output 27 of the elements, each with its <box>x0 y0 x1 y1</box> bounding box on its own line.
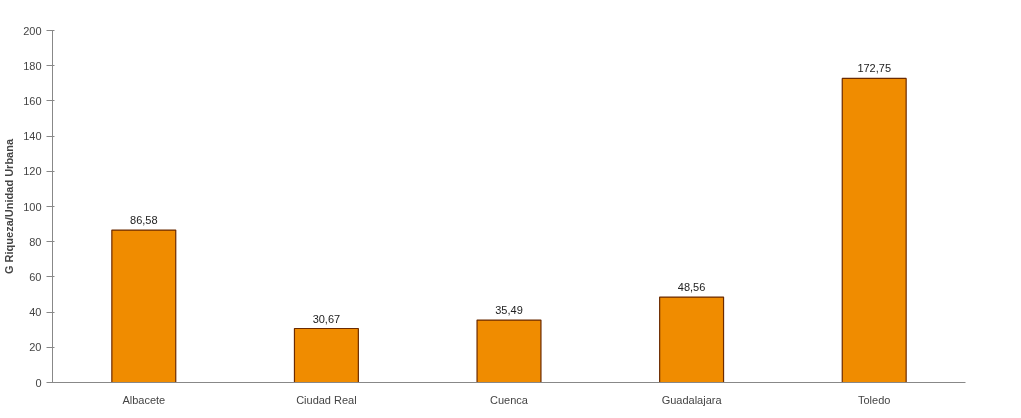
data-label: 172,75 <box>857 62 892 75</box>
y-tick-label: 140 <box>23 130 42 143</box>
y-tick-label: 20 <box>29 341 42 354</box>
x-tick-label: Cuenca <box>490 393 529 406</box>
data-label: 35,49 <box>495 304 523 317</box>
y-tick-label: 80 <box>29 235 42 248</box>
bar <box>841 77 907 383</box>
x-tick-label: Ciudad Real <box>296 393 357 406</box>
y-tick-label: 180 <box>23 59 42 72</box>
y-tick-label: 40 <box>29 306 42 319</box>
y-tick-label: 60 <box>29 270 42 283</box>
bar <box>476 319 542 383</box>
y-tick-label: 160 <box>23 94 42 107</box>
data-label: 86,58 <box>130 214 158 227</box>
data-label: 30,67 <box>312 312 341 325</box>
bar <box>659 296 725 383</box>
x-tick-label: Guadalajara <box>661 393 723 406</box>
data-label: 48,56 <box>677 281 706 294</box>
y-tick-label: 100 <box>23 200 42 213</box>
y-tick-label: 200 <box>23 24 42 37</box>
x-tick-label: Albacete <box>122 393 166 406</box>
x-tick-label: Toledo <box>857 393 891 406</box>
y-tick-label: 0 <box>35 376 42 389</box>
bar <box>111 229 177 383</box>
y-tick-label: 120 <box>23 165 42 178</box>
y-axis-title: G Riqueza/Unidad Urbana <box>3 138 16 275</box>
bar <box>293 327 359 383</box>
